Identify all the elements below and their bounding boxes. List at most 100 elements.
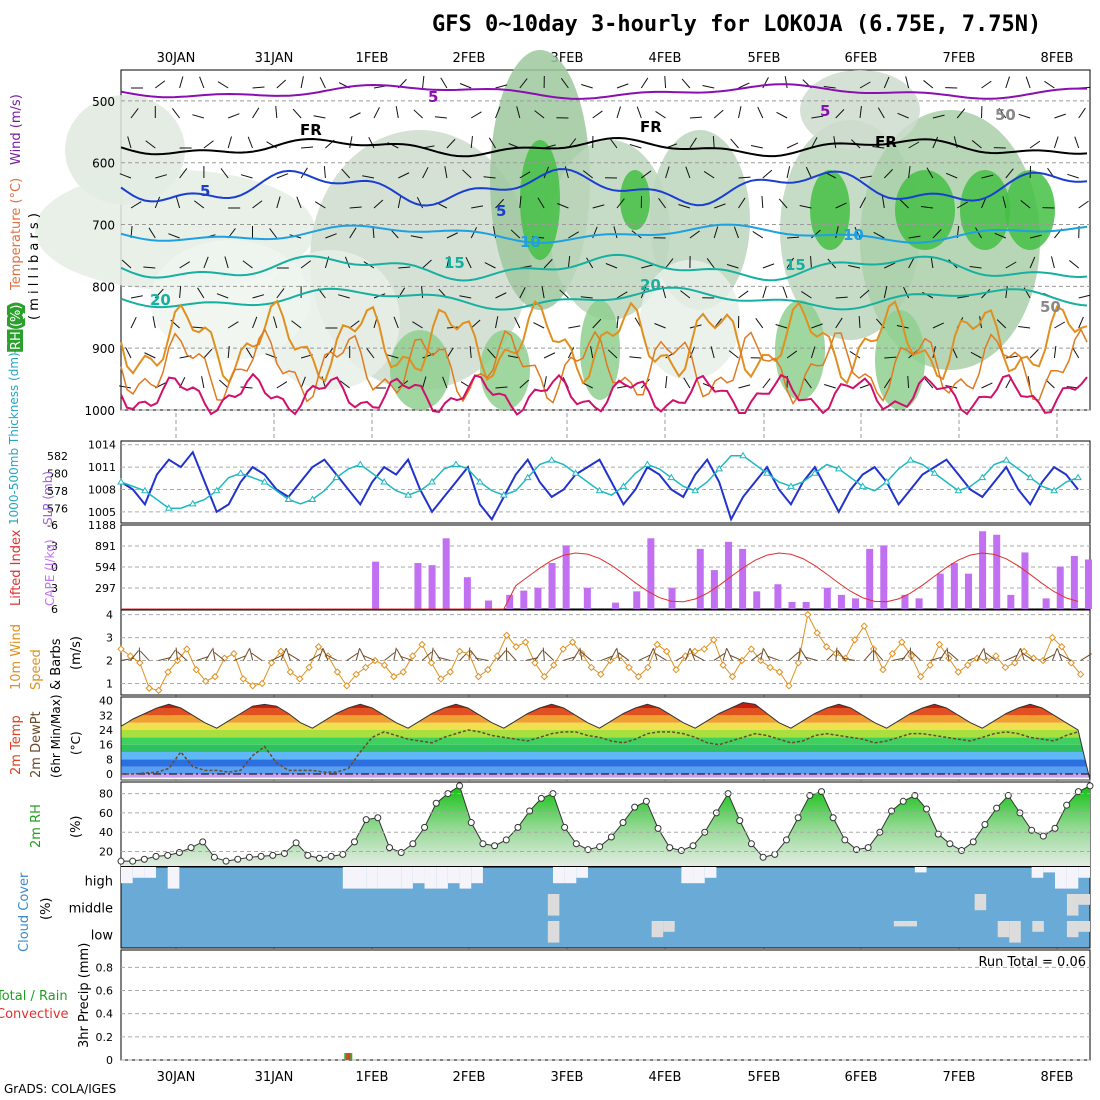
wind-barb [1078,316,1084,329]
date-label-bottom: 3FEB [551,1070,584,1085]
cape-bar [428,565,436,609]
wind-speed-marker [935,640,944,649]
wind-barb [969,266,982,269]
wind-barb [154,196,161,209]
wind-speed-marker [634,672,643,681]
wind-speed-marker [333,668,342,676]
rh-shading [960,170,1010,250]
precip-frame [120,949,1091,1061]
wind-barb-10m [177,651,188,661]
wind-barb [908,257,915,269]
rh2m-ylabel: 2m RH [29,804,44,848]
wind-barb [640,77,649,89]
date-label-top: 8FEB [1041,51,1074,66]
date-label-top: 4FEB [649,51,682,66]
rh-marker [923,805,931,813]
ylabel-convective: Convective [0,1007,69,1022]
wind-barb-10m [797,647,801,661]
cloud-bar [132,867,145,878]
wind-barb-10m [325,654,338,661]
wind-barb [1072,347,1080,359]
rh-marker [561,823,569,831]
rh-marker [456,782,464,790]
wind-barb [680,290,691,299]
wind-barb [930,256,934,269]
wind-barb [397,196,402,209]
cloud-bar [576,867,588,878]
wind-barb [726,264,739,269]
wind-barb [762,263,775,269]
wind-barb [859,175,872,179]
wind-speed-marker [662,647,671,656]
temp-band [121,730,1090,738]
cape-tick: 891 [95,540,116,553]
wind-speed-marker [1011,659,1019,667]
wind-barb [824,384,836,389]
wind-speed-marker [540,672,549,681]
wind-barb [762,169,773,179]
thickness-marker [356,460,365,467]
wind-barb [1078,200,1089,209]
cape-bar [442,538,450,609]
wind-speed-marker [211,672,219,681]
temp2m-ylabel3: (6hr Min/Max) [49,695,63,779]
wind-speed-marker [117,645,125,653]
cape-bar [1007,594,1015,609]
thickness-marker [164,504,173,511]
rh-marker [164,851,172,859]
wind-barb [956,108,966,119]
wind-barb [227,136,232,149]
wind-barb [616,106,621,119]
wind-barb-10m [835,647,838,661]
cape-bar [1084,559,1092,609]
wind-barb [858,315,861,329]
wind-barb-10m [308,653,321,661]
temp-tick: 24 [99,724,113,737]
wind-barb [495,292,507,299]
cloud-bar [1043,867,1055,873]
wind-speed-marker [154,686,163,695]
wind-barb [582,170,594,179]
wind-barb [217,81,229,89]
cape-bar [901,594,909,609]
wind-barb [323,166,326,179]
wind-barb [1053,346,1057,359]
wind-barb-10m [581,651,592,661]
wind-speed-marker [493,652,502,660]
wind-barb [778,198,788,209]
temp-contour-25 [120,299,1088,385]
wind-barb [483,176,496,179]
wind-barb [240,174,253,179]
wind-barb [440,77,448,89]
upper-air-units: ( m i l l i b a r s ) [27,213,42,320]
contour-label: FR [300,121,322,139]
date-label-bottom: 2FEB [453,1070,486,1085]
wind-barb [145,140,156,149]
wind-barb [1005,286,1008,299]
ylabel-10m-wind: 10m Wind [9,624,24,690]
chart-title: GFS 0~10day 3-hourly for LOKOJA (6.75E, … [432,12,1042,37]
wind-barb-10m [760,647,764,661]
cloud-row-label: low [91,929,114,944]
li-tick: -6 [47,519,58,532]
wind-barb [883,286,888,299]
wind-barb-10m [212,647,216,661]
wind-speed-marker [822,643,831,651]
wind-barb [1025,76,1031,89]
rh-marker [327,852,335,860]
wind-barb [252,294,265,299]
wind-speed-marker [728,672,737,681]
wind-tick: 1 [106,678,113,691]
temp-contour-15 [120,253,1088,282]
cloud-bar [704,867,717,878]
wind-barb [446,256,450,269]
wind-barb [654,323,666,329]
wind-barb [872,146,885,149]
temp-contour-35 [120,372,1088,416]
cape-bar [463,577,471,609]
ylabel-2m-rh: 2m RH [29,804,44,848]
wind-barb [956,201,968,209]
wind-speed-marker [700,645,708,653]
wind-barb [905,76,910,89]
